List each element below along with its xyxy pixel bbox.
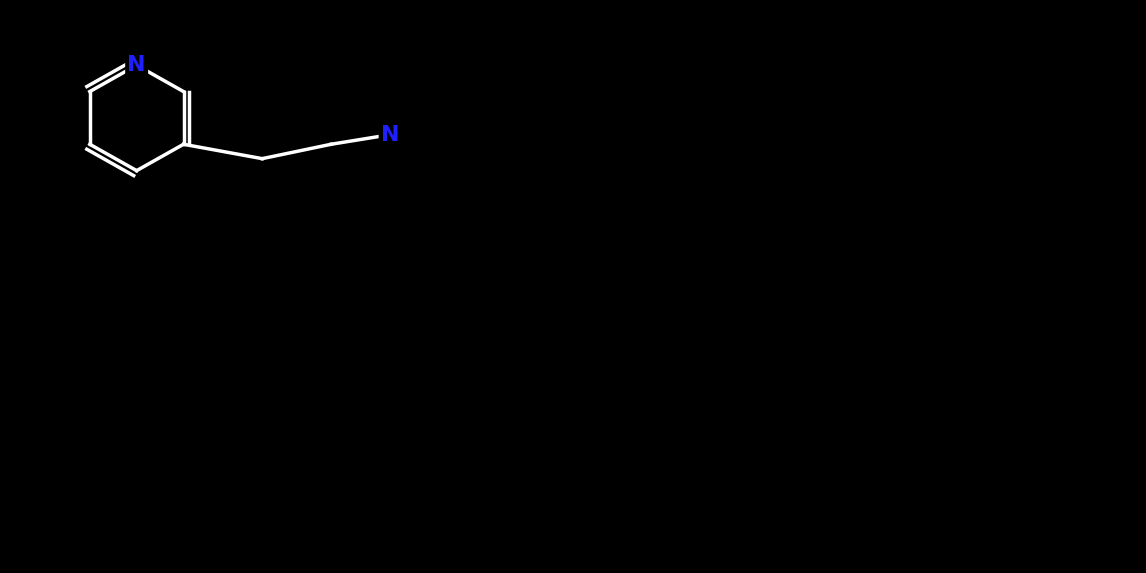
Text: N: N [127,55,146,75]
Text: 9-(propyls: 9-(propyls [562,270,604,280]
Text: N: N [380,125,399,145]
